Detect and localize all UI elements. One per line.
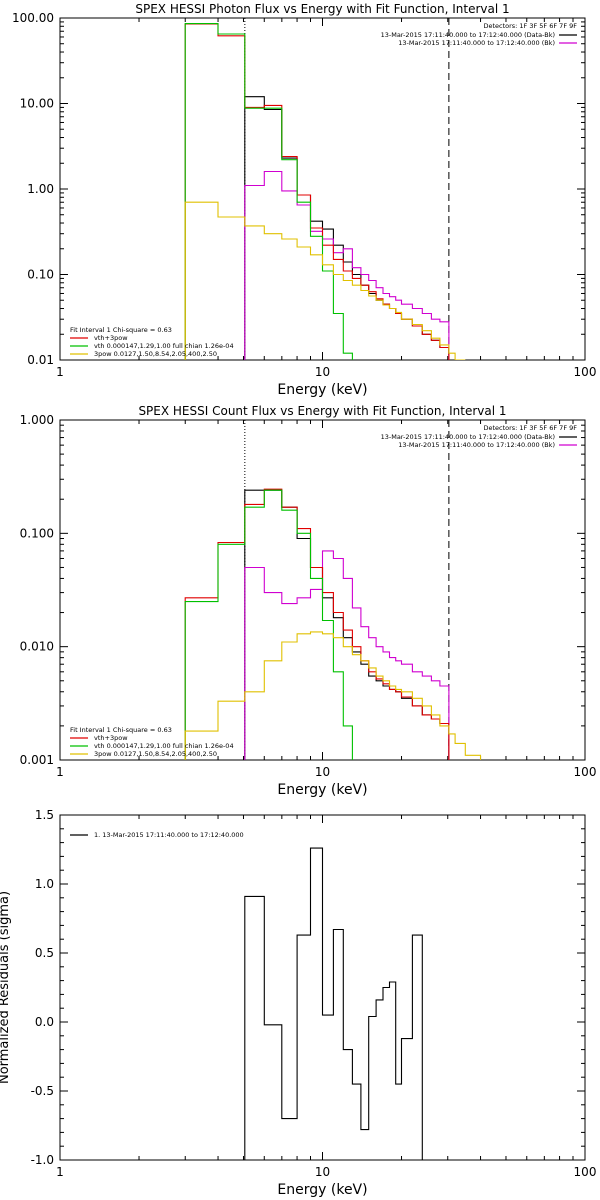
- y-tick-label: 100.00: [12, 11, 54, 25]
- legend-entry-label: 13-Mar-2015 17:11:40.000 to 17:12:40.000…: [381, 31, 555, 39]
- y-tick-label: 0.01: [27, 353, 54, 367]
- series-line-3pow: [184, 631, 482, 760]
- legend-entry-label: vth 0.000147,1.29,1.00 full chian 1.26e-…: [94, 742, 234, 750]
- series-line-vth: [184, 23, 353, 360]
- legend-entry-label: 13-Mar-2015 17:11:40.000 to 17:12:40.000…: [398, 39, 555, 47]
- y-tick-label: 1.0: [35, 877, 54, 891]
- y-tick-label: 0.010: [20, 640, 54, 654]
- x-tick-label: 1: [56, 1165, 64, 1179]
- series-line-residuals: [244, 847, 423, 1160]
- series-group: [244, 847, 423, 1160]
- series-line-3pow: [184, 201, 466, 360]
- y-tick-label: 0.5: [35, 946, 54, 960]
- series-line-vth: [184, 489, 353, 760]
- chart-panel-1: SPEX HESSI Photon Flux vs Energy with Fi…: [12, 2, 596, 398]
- series-line-vth-3pow: [184, 23, 450, 360]
- legend-detectors: Detectors: 1F 3F 5F 6F 7F 9F: [483, 22, 577, 30]
- x-tick-label: 10: [315, 765, 330, 779]
- series-line-data-bk: [244, 96, 450, 360]
- y-tick-label: -1.0: [31, 1153, 54, 1167]
- x-axis-label: Energy (keV): [277, 382, 367, 398]
- x-tick-label: 1: [56, 365, 64, 379]
- legend-detectors: Detectors: 1F 3F 5F 6F 7F 9F: [483, 424, 577, 432]
- y-tick-label: 1.5: [35, 808, 54, 822]
- x-tick-label: 10: [315, 1165, 330, 1179]
- y-tick-label: 0.10: [27, 268, 54, 282]
- y-tick-label: -0.5: [31, 1084, 54, 1098]
- x-axis-label: Energy (keV): [277, 1182, 367, 1198]
- series-line-data-bk: [244, 489, 450, 760]
- y-tick-label: 10.00: [20, 97, 54, 111]
- x-tick-label: 100: [574, 765, 597, 779]
- axes-frame: [59, 17, 586, 361]
- chart-title: SPEX HESSI Photon Flux vs Energy with Fi…: [135, 2, 509, 16]
- series-group: [184, 23, 466, 360]
- x-axis-label: Energy (keV): [277, 782, 367, 798]
- x-tick-label: 100: [574, 365, 597, 379]
- legend-fit-header: Fit Interval 1 Chi-square = 0.63: [70, 726, 172, 734]
- legend-entry-label: vth 0.000147,1.29,1.00 full chian 1.26e-…: [94, 342, 234, 350]
- legend-entry-label: 1. 13-Mar-2015 17:11:40.000 to 17:12:40.…: [94, 831, 244, 839]
- series-line-vth-3pow: [184, 488, 450, 760]
- y-tick-label: 1.00: [27, 182, 54, 196]
- legend-entry-label: 13-Mar-2015 17:11:40.000 to 17:12:40.000…: [381, 433, 555, 441]
- y-axis-label: Normalized Residuals (sigma): [0, 891, 12, 1084]
- chart-panel-3: 1 10 100 -1.0 -0.5 0.0 0.5 1.0 1.5 Energy (keV) No…: [0, 808, 596, 1198]
- x-tick-label: 1: [56, 765, 64, 779]
- series-group: [184, 488, 482, 760]
- y-tick-label: 0.001: [20, 753, 54, 767]
- y-tick-label: 0.100: [20, 526, 54, 540]
- x-tick-label: 10: [315, 365, 330, 379]
- legend-entry-label: vth+3pow: [94, 334, 128, 342]
- x-tick-label: 100: [574, 1165, 597, 1179]
- legend-entry-label: 3pow 0.0127,1.50,8.54,2.05,400,2.50: [94, 750, 217, 758]
- legend-entry-label: 3pow 0.0127,1.50,8.54,2.05,400,2.50: [94, 350, 217, 358]
- legend-entry-label: 13-Mar-2015 17:11:40.000 to 17:12:40.000…: [398, 441, 555, 449]
- legend-entry-label: vth+3pow: [94, 734, 128, 742]
- chart-title: SPEX HESSI Count Flux vs Energy with Fit…: [138, 404, 506, 418]
- series-line-bk: [244, 550, 450, 760]
- series-line-bk: [244, 170, 450, 360]
- chart-panel-2: SPEX HESSI Count Flux vs Energy with Fit…: [20, 404, 597, 798]
- legend-fit-header: Fit Interval 1 Chi-square = 0.63: [70, 326, 172, 334]
- y-tick-label: 1.000: [20, 413, 54, 427]
- y-tick-label: 0.0: [35, 1015, 54, 1029]
